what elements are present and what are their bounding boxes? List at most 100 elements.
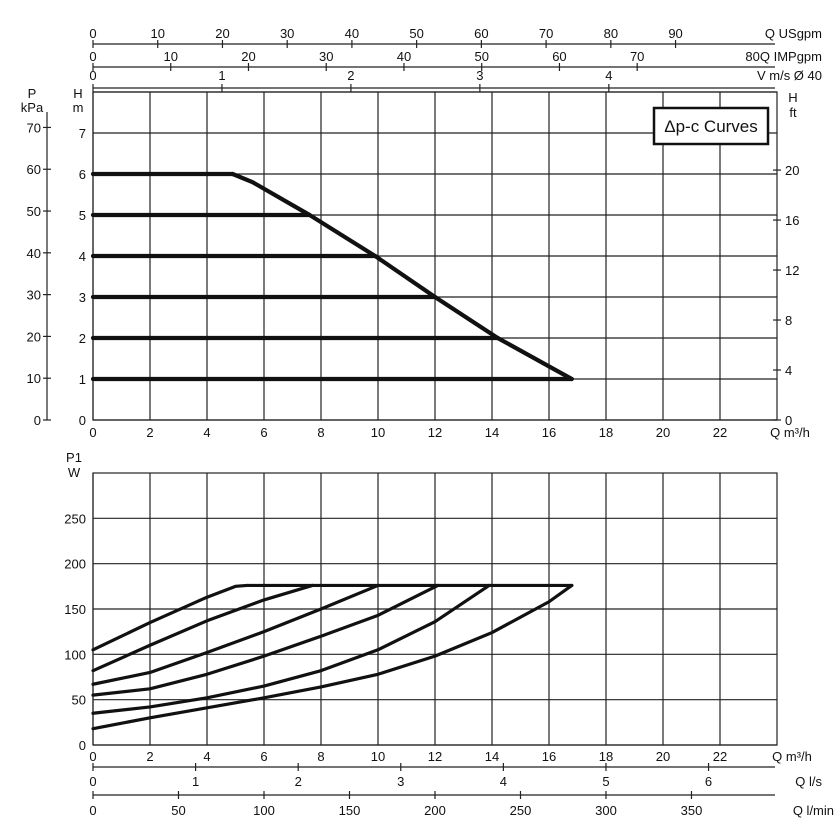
y-tick-label: 100 <box>64 647 86 662</box>
x-tick-label: 12 <box>428 749 442 764</box>
bottom-axis-tick-label: 350 <box>681 803 703 818</box>
x-tick-label: 20 <box>656 749 670 764</box>
bottom-axis-label-q-l-s: Q l/s <box>795 774 822 789</box>
x-axis-label: Q m³/h <box>772 749 812 764</box>
top-axis-tick-label: 10 <box>164 49 178 64</box>
m-tick-label: 2 <box>79 331 86 346</box>
ft-tick-label: 0 <box>785 413 792 428</box>
kpa-tick-label: 30 <box>27 288 41 303</box>
title-frame <box>652 106 770 146</box>
top-axis-tick-label: 20 <box>215 26 229 41</box>
top-axis-tick-label: 20 <box>241 49 255 64</box>
top-axis-tick-label: 50 <box>409 26 423 41</box>
x-tick-label: 14 <box>485 425 499 440</box>
kpa-axis-label: P <box>28 86 37 101</box>
m-tick-label: 5 <box>79 208 86 223</box>
kpa-tick-label: 0 <box>34 413 41 428</box>
x-tick-label: 18 <box>599 425 613 440</box>
bottom-axis-tick-label: 0 <box>89 803 96 818</box>
m-tick-label: 1 <box>79 372 86 387</box>
kpa-tick-label: 50 <box>27 204 41 219</box>
x-tick-label: 14 <box>485 749 499 764</box>
chart-title-box: Δp-c Curves <box>652 106 770 146</box>
kpa-axis-unit: kPa <box>21 100 44 115</box>
series-3-m <box>91 583 440 697</box>
ft-axis-unit: ft <box>789 105 797 120</box>
x-tick-label: 2 <box>146 425 153 440</box>
y-tick-label: 0 <box>79 738 86 753</box>
top-axis-tick-label: 30 <box>280 26 294 41</box>
x-tick-label: 12 <box>428 425 442 440</box>
y-tick-label: 150 <box>64 602 86 617</box>
bottom-axis-tick-label: 200 <box>424 803 446 818</box>
top-axis-tick-label: 40 <box>345 26 359 41</box>
top-axis-tick-label: 10 <box>150 26 164 41</box>
top-axis-tick-label: 30 <box>319 49 333 64</box>
top-axis-tick-label: 70 <box>539 26 553 41</box>
top-axis-tick-label: 80 <box>604 26 618 41</box>
x-tick-label: 0 <box>89 425 96 440</box>
y-axis-label: P1 <box>66 450 82 465</box>
top-axis-tick-label: 4 <box>605 68 612 83</box>
kpa-tick-label: 70 <box>27 120 41 135</box>
kpa-tick-label: 40 <box>27 246 41 261</box>
kpa-tick-label: 10 <box>27 371 41 386</box>
y-axis-unit: W <box>68 465 81 480</box>
x-tick-label: 4 <box>203 425 210 440</box>
x-tick-label: 2 <box>146 749 153 764</box>
bottom-axis-tick-label: 150 <box>339 803 361 818</box>
kpa-tick-label: 20 <box>27 329 41 344</box>
x-tick-label: 22 <box>713 749 727 764</box>
top-axis-tick-label: 70 <box>630 49 644 64</box>
x-tick-label: 18 <box>599 749 613 764</box>
series-5-m <box>91 583 315 673</box>
top-axis-tick-label: 90 <box>668 26 682 41</box>
power-chart: 0 2 4 6 8 10 12 14 16 18 20 22 Q m³/h050100150200250… <box>64 450 834 818</box>
x-tick-label: 10 <box>371 749 385 764</box>
m-axis-label: H <box>73 86 82 101</box>
series-1-m <box>91 583 574 731</box>
bottom-axis-tick-label: 50 <box>171 803 185 818</box>
x-tick-label: 10 <box>371 425 385 440</box>
top-axis-tick-label: 50 <box>474 49 488 64</box>
x-tick-label: 8 <box>317 425 324 440</box>
y-tick-label: 200 <box>64 557 86 572</box>
bottom-axis-tick-label: 250 <box>510 803 532 818</box>
kpa-tick-label: 60 <box>27 162 41 177</box>
top-axis-tick-label: 1 <box>218 68 225 83</box>
top-axis-label-80q-impgpm: 80Q IMPgpm <box>745 49 822 64</box>
series-6-m <box>91 583 249 652</box>
top-axis-tick-label: 40 <box>397 49 411 64</box>
chart-title: Δp-c Curves <box>664 117 758 136</box>
bottom-axis-tick-label: 2 <box>295 774 302 789</box>
x-tick-label: 6 <box>260 425 267 440</box>
x-tick-label: 8 <box>317 749 324 764</box>
x-axis-label: Q m³/h <box>770 425 810 440</box>
bottom-axis-label-q-l-min: Q l/min <box>793 803 834 818</box>
top-axis-tick-label: 60 <box>552 49 566 64</box>
x-tick-label: 6 <box>260 749 267 764</box>
top-axis-tick-label: 3 <box>476 68 483 83</box>
top-axis-tick-label: 0 <box>89 49 96 64</box>
top-axis-tick-label: 60 <box>474 26 488 41</box>
ft-axis-label: H <box>788 90 797 105</box>
x-tick-label: 22 <box>713 425 727 440</box>
top-axis-label-v-m-s-40: V m/s Ø 40 <box>757 68 822 83</box>
x-tick-label: 16 <box>542 425 556 440</box>
bottom-axis-tick-label: 0 <box>89 774 96 789</box>
top-axis-label-q-usgpm: Q USgpm <box>765 26 822 41</box>
bottom-axis-tick-label: 6 <box>705 774 712 789</box>
series-2-m <box>91 583 491 715</box>
bottom-axis-tick-label: 1 <box>192 774 199 789</box>
m-axis-unit: m <box>73 100 84 115</box>
bottom-axis-tick-label: 4 <box>500 774 507 789</box>
ft-tick-label: 12 <box>785 263 799 278</box>
m-tick-label: 4 <box>79 249 86 264</box>
m-tick-label: 0 <box>79 413 86 428</box>
x-tick-label: 4 <box>203 749 210 764</box>
ft-tick-label: 20 <box>785 163 799 178</box>
series-max-power-limit <box>230 171 574 382</box>
top-axis-tick-label: 2 <box>347 68 354 83</box>
top-axis-tick-label: 0 <box>89 68 96 83</box>
